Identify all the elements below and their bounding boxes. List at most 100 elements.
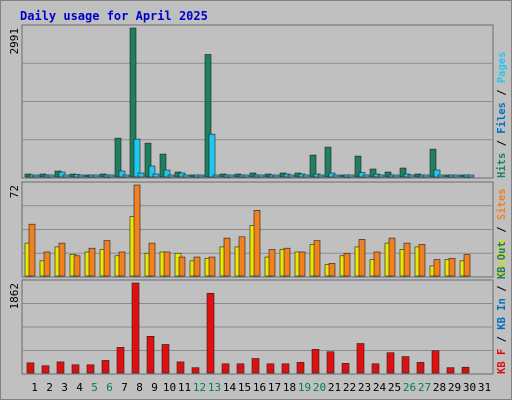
bar-kb-f-day-2 <box>41 365 50 374</box>
x-axis-labels: 1 2 3 4 5 6 7 8 9 10 11 12 13 14 15 16 17 18 19 20 21 22 23 24 2… <box>31 381 491 394</box>
legend-item: Pages <box>496 52 508 84</box>
bar-sites-day-10 <box>163 251 171 277</box>
legend-separator: / <box>496 330 508 349</box>
bar-sites-day-3 <box>58 242 66 277</box>
bar-kb-f-day-24 <box>371 363 380 374</box>
bar-hits-day-10 <box>159 153 167 178</box>
bar-files-day-13 <box>208 133 216 178</box>
legend-separator: / <box>496 220 508 239</box>
bar-pages-day-9 <box>152 173 160 178</box>
bar-hits-day-8 <box>129 27 137 178</box>
bar-pages-day-23 <box>362 174 370 178</box>
y-max-label: 2991 <box>8 28 21 55</box>
bar-sites-day-12 <box>193 256 201 277</box>
legend-separator: / <box>496 134 508 153</box>
x-tick-label: 14 <box>223 381 237 394</box>
bar-pages-day-4 <box>77 174 85 178</box>
x-tick-label: 21 <box>328 381 341 394</box>
bar-kb-f-day-11 <box>176 361 185 374</box>
bar-sites-day-6 <box>103 240 111 277</box>
legend-item: Hits <box>496 153 508 178</box>
bar-sites-day-8 <box>133 184 141 277</box>
bar-pages-day-3 <box>62 174 70 178</box>
legend-kbytes: KB F / KB In / KB Out <box>496 241 508 374</box>
bar-kb-f-day-15 <box>236 363 245 374</box>
legend-item: Files <box>496 102 508 134</box>
bar-sites-day-24 <box>373 251 381 277</box>
bar-kb-f-day-23 <box>356 343 365 374</box>
bar-kb-f-day-26 <box>401 356 410 374</box>
bar-hits-day-9 <box>144 142 152 178</box>
bar-sites-day-7 <box>118 251 126 277</box>
bar-kb-f-day-5 <box>86 364 95 374</box>
panel-visits-sites: 72 Visits / Sites <box>8 181 508 278</box>
x-tick-label: 17 <box>268 381 281 394</box>
legend-visits-sites: Visits / Sites <box>496 188 508 277</box>
x-tick-label: 16 <box>253 381 266 394</box>
bar-sites-day-26 <box>403 242 411 277</box>
bar-sites-day-19 <box>298 251 306 277</box>
x-tick-label: 6 <box>106 381 113 394</box>
bar-sites-day-18 <box>283 247 291 277</box>
bar-files-day-10 <box>163 169 171 178</box>
bar-pages-day-11 <box>182 174 190 178</box>
chart-title: Daily usage for April 2025 <box>20 9 208 23</box>
bar-pages-day-2 <box>47 174 55 178</box>
bar-pages-day-14 <box>227 174 235 178</box>
bar-kb-f-day-14 <box>221 363 230 374</box>
bar-pages-day-6 <box>107 174 115 178</box>
bar-sites-day-17 <box>268 249 276 277</box>
bar-pages-day-28 <box>437 174 445 178</box>
x-tick-label: 27 <box>418 381 431 394</box>
bar-hits-day-7 <box>114 137 122 178</box>
bar-kb-f-day-30 <box>461 366 470 374</box>
x-tick-label: 5 <box>91 381 98 394</box>
bar-pages-day-30 <box>467 174 475 178</box>
y-max-label: 72 <box>8 185 21 198</box>
bar-kb-f-day-19 <box>296 362 305 374</box>
panel-hits-files-pages: 2991 Hits / Files / Pages <box>8 24 508 179</box>
bar-pages-day-17 <box>272 174 280 178</box>
bar-pages-day-12 <box>197 174 205 178</box>
bar-kb-f-day-4 <box>71 364 80 374</box>
bar-kb-f-day-28 <box>431 350 440 374</box>
bar-sites-day-9 <box>148 242 156 277</box>
bar-files-day-28 <box>433 169 441 178</box>
bar-pages-day-16 <box>257 174 265 178</box>
x-tick-label: 29 <box>448 381 461 394</box>
x-tick-label: 24 <box>373 381 387 394</box>
x-tick-label: 8 <box>136 381 143 394</box>
bar-sites-day-25 <box>388 237 396 277</box>
bar-sites-day-30 <box>463 254 471 277</box>
bar-sites-day-22 <box>343 252 351 277</box>
bar-pages-day-5 <box>92 174 100 178</box>
bar-pages-day-20 <box>317 174 325 178</box>
bar-pages-day-24 <box>377 174 385 178</box>
bar-sites-day-5 <box>88 247 96 277</box>
bar-pages-day-10 <box>167 174 175 178</box>
bar-sites-day-16 <box>253 209 261 277</box>
bar-sites-day-20 <box>313 240 321 277</box>
bar-hits-day-28 <box>429 148 437 178</box>
x-tick-label: 12 <box>193 381 206 394</box>
bar-hits-day-13 <box>204 54 212 178</box>
bar-sites-day-13 <box>208 256 216 277</box>
legend-item: KB In <box>496 298 508 330</box>
bar-kb-f-day-7 <box>116 347 125 374</box>
bar-pages-day-13 <box>212 174 220 178</box>
bar-files-day-7 <box>118 170 126 178</box>
bar-files-day-3 <box>58 171 66 178</box>
x-tick-label: 9 <box>151 381 158 394</box>
bar-kb-f-day-17 <box>266 363 275 374</box>
bar-pages-day-25 <box>392 174 400 178</box>
x-tick-label: 26 <box>403 381 416 394</box>
x-tick-label: 25 <box>388 381 401 394</box>
bar-sites-day-11 <box>178 256 186 277</box>
x-tick-label: 23 <box>358 381 371 394</box>
x-tick-label: 1 <box>31 381 38 394</box>
legend-item: Visits <box>496 239 508 277</box>
y-max-label: 1862 <box>8 283 21 310</box>
bar-hits-day-25 <box>384 171 392 178</box>
bar-files-day-8 <box>133 138 141 178</box>
bar-kb-f-day-9 <box>146 335 155 374</box>
